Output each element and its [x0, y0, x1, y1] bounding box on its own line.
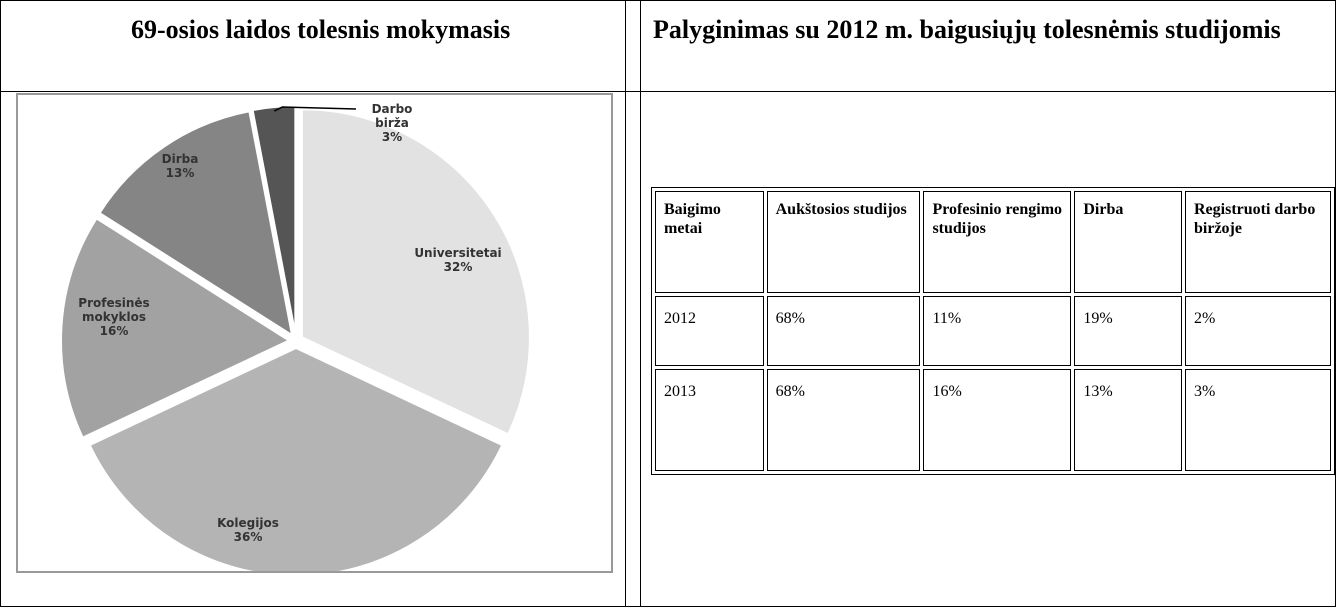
cell: 2%: [1185, 296, 1331, 366]
slice-value: 3%: [382, 130, 402, 144]
divider: [640, 1, 641, 606]
cell: 16%: [923, 369, 1072, 471]
row: 2012 68% 11% 19% 2%: [655, 296, 1331, 366]
slice-value: 36%: [234, 530, 263, 544]
header-cell: Aukštosios studijos: [766, 191, 921, 293]
slice-value: 13%: [166, 166, 195, 180]
pie-slice: [60, 217, 292, 439]
divider: [1, 91, 1335, 92]
cell: 11%: [923, 296, 1072, 366]
cell: 2013: [655, 369, 764, 471]
right-header: Palyginimas su 2012 m. baigusiųjų tolesn…: [653, 15, 1281, 44]
cell: 13%: [1074, 369, 1182, 471]
leader-line: [273, 106, 357, 112]
pie-slice: [251, 105, 297, 335]
header-cell: Profesinio rengimo studijos: [923, 191, 1072, 293]
header-row: Baigimo metai Aukštosios studijos Profes…: [655, 191, 1331, 293]
chart-frame: Universitetai 32% Kolegijos 36% Profesinės mo…: [16, 93, 613, 577]
pie-slice: [300, 108, 531, 436]
cell: 19%: [1074, 296, 1182, 366]
slice-label: Profesinės mokyklos: [78, 296, 149, 324]
cell: 68%: [766, 369, 921, 471]
header-cell: Baigimo metai: [655, 191, 764, 293]
slice-label: Dirba: [162, 152, 199, 166]
header-cell: Dirba: [1074, 191, 1182, 293]
divider: [625, 1, 626, 606]
row: 2013 68% 16% 13% 3%: [655, 369, 1331, 471]
cell: 2012: [655, 296, 764, 366]
slice-value: 32%: [444, 260, 473, 274]
slice-label: Universitetai: [414, 246, 501, 260]
slice-label: Darbo birža: [372, 102, 413, 130]
pie-slice: [98, 110, 294, 338]
header-cell: Registruoti darbo biržoje: [1185, 191, 1331, 293]
left-header: 69-osios laidos tolesnis mokymasis: [131, 15, 511, 44]
cell: 68%: [766, 296, 921, 366]
comparison-table: Baigimo metai Aukštosios studijos Profes…: [651, 187, 1335, 475]
cell: 3%: [1185, 369, 1331, 471]
slice-value: 16%: [100, 324, 129, 338]
slice-label: Kolegijos: [217, 516, 279, 530]
